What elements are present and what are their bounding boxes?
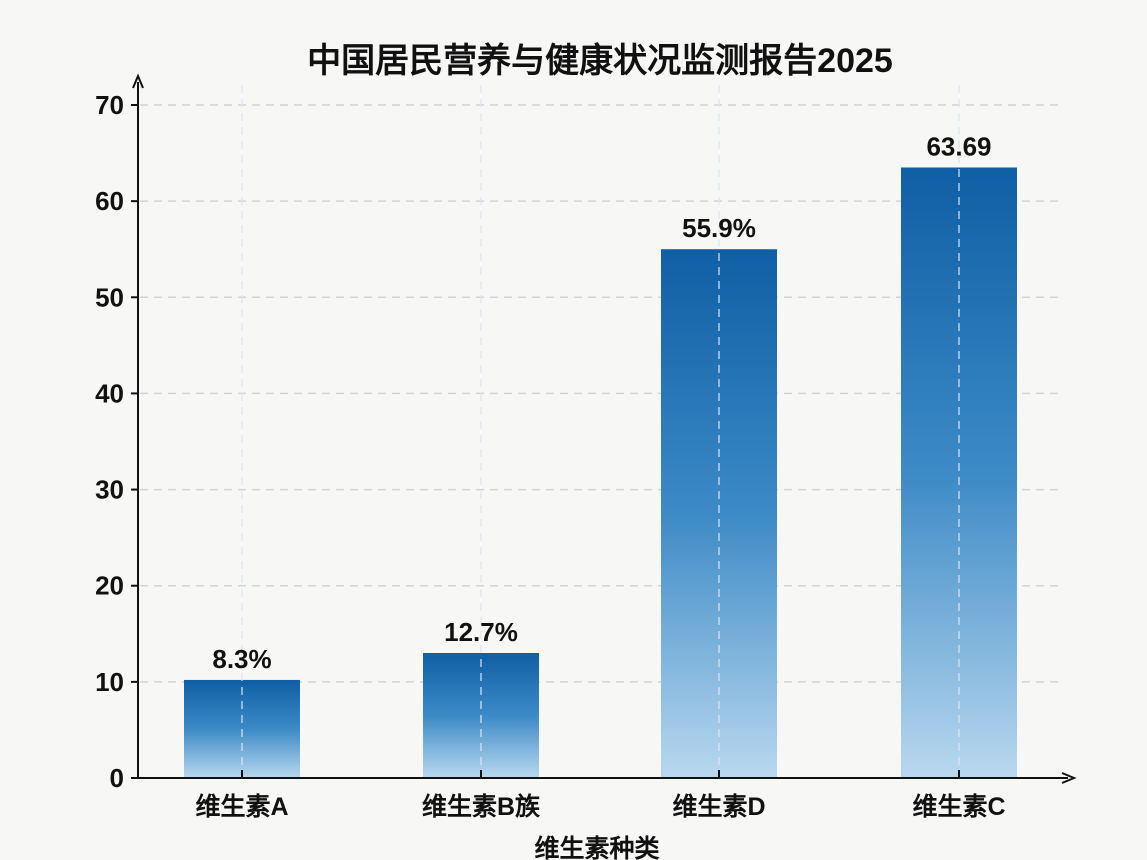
data-label: 12.7% (444, 617, 518, 647)
y-tick-label: 60 (95, 186, 124, 216)
x-tick-label: 维生素D (672, 792, 765, 821)
y-tick-label: 70 (95, 90, 124, 120)
y-tick-label: 40 (95, 378, 124, 408)
data-label: 55.9% (682, 213, 756, 243)
y-axis-arrow (132, 73, 144, 89)
x-tick-label: 维生素C (912, 792, 1005, 821)
chart-title: 中国居民营养与健康状况监测报告2025 (307, 41, 893, 80)
x-tick-label: 维生素A (195, 792, 288, 821)
x-axis-label: 维生素种类 (534, 834, 660, 860)
y-tick-label: 30 (95, 475, 124, 505)
x-axis-arrow (1061, 772, 1077, 784)
y-tick-label: 0 (110, 763, 124, 793)
y-tick-label: 20 (95, 571, 124, 601)
x-tick-label: 维生素B族 (422, 792, 541, 821)
data-label: 63.69 (926, 131, 991, 161)
data-label: 8.3% (212, 644, 271, 674)
y-tick-label: 10 (95, 667, 124, 697)
y-tick-label: 50 (95, 282, 124, 312)
